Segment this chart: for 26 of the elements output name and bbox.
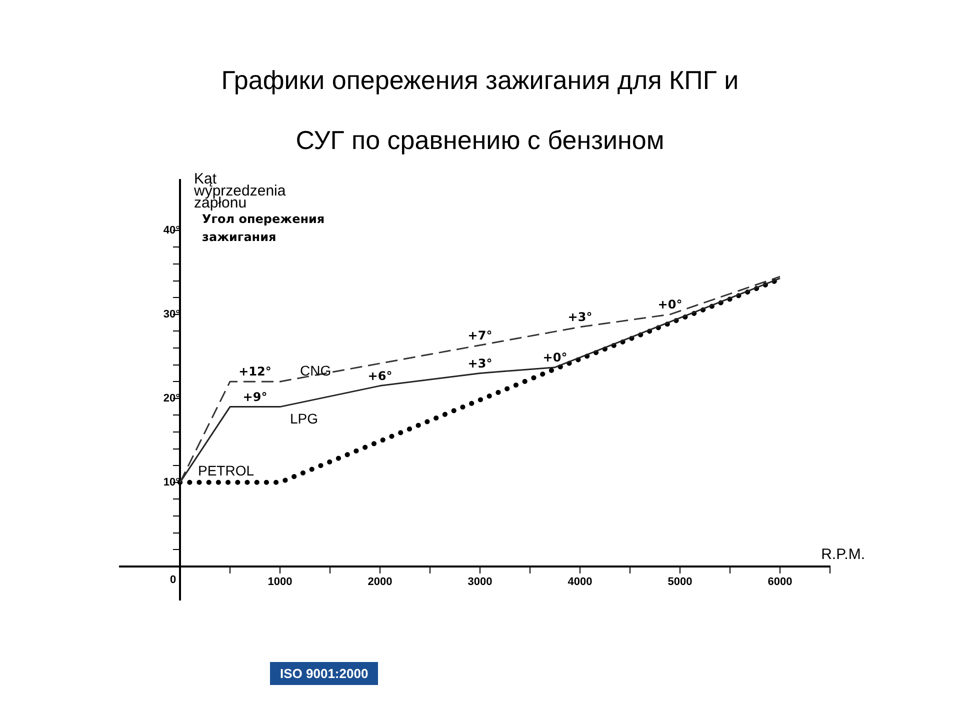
- x-tick-label: 2000: [368, 576, 392, 588]
- annotation: +0°: [542, 350, 568, 364]
- series-label: CNG: [300, 362, 332, 378]
- annotation: Угол опережения зажигания: [202, 212, 325, 244]
- chart-title: Графики опережения зажигания для КПГ и СУГ по сравнению с бензином: [220, 64, 740, 157]
- x-tick-label: 6000: [768, 576, 792, 588]
- annotation: +3°: [568, 310, 592, 324]
- annotation: +12°: [238, 364, 272, 379]
- series-label: LPG: [290, 410, 318, 427]
- y-tick-label: 30°: [163, 308, 180, 320]
- annotation: +0°: [658, 298, 682, 312]
- x-tick-label: 5000: [668, 576, 692, 588]
- x-tick-label: 3000: [468, 576, 492, 588]
- y-tick-label: 40°: [163, 224, 180, 236]
- annotation: +7°: [468, 328, 492, 343]
- annotation: +3°: [468, 356, 492, 370]
- text: ISO 9001:2000: [270, 662, 378, 685]
- series-label: PETROL: [198, 462, 254, 478]
- x-axis-title: R.P.M.: [821, 546, 865, 564]
- annotation: +9°: [242, 390, 268, 404]
- annotation: +6°: [368, 368, 392, 383]
- x-tick-label: 4000: [568, 576, 592, 588]
- y-axis-title: Kąt wyprzedzenia zapłonu: [193, 170, 286, 212]
- x-tick-label: 1000: [268, 576, 292, 588]
- x-tick-label: 0: [170, 574, 176, 586]
- y-tick-label: 20°: [163, 392, 180, 404]
